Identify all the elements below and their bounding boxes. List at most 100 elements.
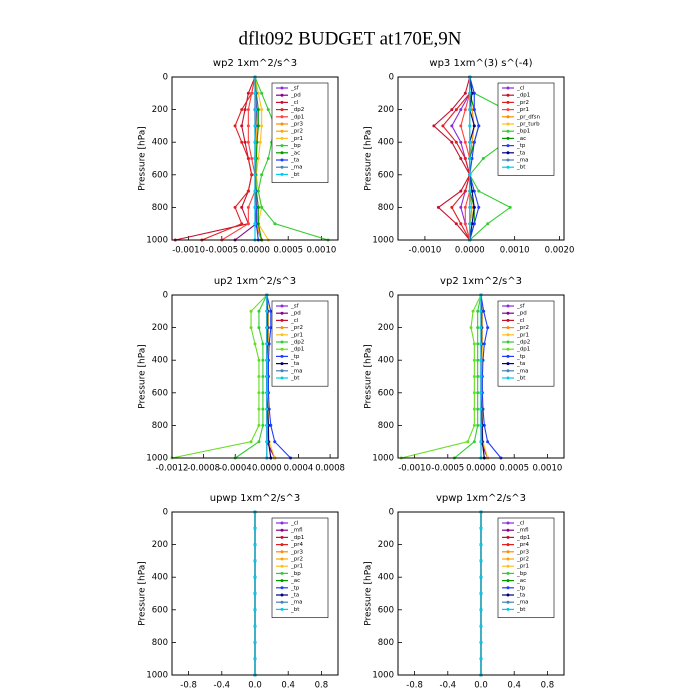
y-tick-label: 0 — [389, 73, 394, 83]
series-marker — [266, 157, 270, 160]
series-marker — [246, 124, 250, 128]
legend-label: _ma — [516, 368, 528, 374]
legend-marker — [506, 318, 510, 322]
legend-marker — [280, 593, 284, 597]
legend-label: _ma — [290, 368, 302, 374]
y-tick-label: 800 — [152, 421, 168, 431]
legend-label: _cl — [516, 86, 525, 92]
series-marker — [472, 407, 476, 411]
legend-marker — [280, 115, 284, 119]
series-marker — [436, 205, 440, 209]
series-marker — [260, 205, 264, 209]
series-marker — [246, 189, 250, 193]
panel-title: vp2 1xm^2/s^3 — [440, 276, 522, 287]
legend-marker — [280, 86, 284, 90]
series-marker — [254, 108, 258, 112]
legend-marker — [280, 607, 284, 611]
series-marker — [257, 407, 261, 411]
panel: vpwp 1xm^2/s^3 Pressure [hPa] 0 200 400 600 80… — [364, 493, 565, 691]
series-marker — [486, 222, 490, 226]
legend-label: _tp — [290, 354, 300, 360]
series-marker — [468, 124, 472, 128]
y-tick-label: 400 — [152, 138, 168, 148]
series-marker — [471, 309, 475, 313]
panel-title: upwp 1xm^2/s^3 — [210, 493, 300, 504]
legend-marker — [280, 340, 284, 344]
series-marker — [479, 657, 483, 661]
series-marker — [472, 342, 476, 346]
legend-label: _pr2 — [516, 100, 529, 106]
series-marker — [472, 358, 476, 362]
y-tick-label: 1000 — [146, 671, 168, 681]
panel: wp3 1xm^(3) s^(-4) Pressure [hPa] 0 200 400 6… — [364, 58, 575, 256]
legend-marker — [506, 550, 510, 554]
series-marker — [459, 222, 463, 226]
legend-label: _pr2 — [290, 129, 303, 135]
legend-marker — [280, 543, 284, 547]
y-tick-label: 800 — [378, 421, 394, 431]
legend-marker — [280, 579, 284, 583]
legend-label: _dp1 — [516, 93, 530, 99]
legend-label: _pr4 — [290, 542, 304, 548]
y-tick-label: 200 — [152, 323, 168, 333]
panel-title: up2 1xm^2/s^3 — [214, 276, 296, 287]
legend-marker — [506, 571, 510, 575]
y-axis-label: Pressure [hPa] — [138, 126, 148, 191]
series-marker — [476, 375, 480, 378]
series-marker — [468, 205, 472, 209]
series-marker — [450, 124, 454, 128]
legend-marker — [506, 86, 510, 90]
series-marker — [250, 173, 254, 177]
series-marker — [249, 326, 253, 330]
legend-marker — [280, 571, 284, 575]
legend-marker — [280, 129, 284, 133]
series-marker — [479, 640, 483, 644]
series-marker — [250, 157, 254, 160]
y-tick-label: 1000 — [372, 671, 394, 681]
series-marker — [441, 124, 445, 128]
y-tick-label: 600 — [378, 170, 394, 180]
x-tick-label: -0.0005 — [431, 464, 464, 474]
plot-frame — [171, 511, 339, 676]
legend-label: _sf — [290, 304, 300, 310]
plot-frame — [397, 294, 565, 459]
series-marker — [246, 222, 250, 226]
legend-label: _pr2 — [516, 557, 529, 563]
legend-marker — [506, 311, 510, 315]
series-marker — [479, 309, 483, 313]
series-marker — [240, 205, 244, 209]
series-marker — [477, 205, 481, 209]
legend-marker — [506, 100, 510, 104]
series-marker — [472, 391, 476, 395]
series-marker — [459, 189, 463, 193]
series-marker — [432, 124, 436, 128]
series-marker — [253, 222, 257, 226]
series-marker — [463, 140, 467, 144]
panel: vp2 1xm^2/s^3 Pressure [hPa] 0 200 400 600 800… — [364, 276, 565, 474]
x-tick-label: 0.4 — [281, 681, 295, 691]
y-tick-label: 400 — [378, 356, 394, 366]
x-tick-label: 0.0020 — [545, 246, 575, 256]
y-tick-label: 200 — [152, 105, 168, 115]
y-tick-label: 400 — [378, 138, 394, 148]
series-marker — [265, 440, 269, 444]
legend-label: _ta — [290, 361, 299, 367]
legend-marker — [506, 362, 510, 366]
series-marker — [454, 222, 458, 226]
legend-label: _pr3 — [516, 549, 530, 555]
series-marker — [470, 140, 474, 144]
y-tick-label: 800 — [378, 203, 394, 213]
series-marker — [240, 108, 244, 112]
series-marker — [459, 124, 463, 128]
series-marker — [476, 326, 480, 330]
series-marker — [257, 423, 261, 427]
series-marker — [240, 124, 244, 128]
series-marker — [468, 140, 472, 144]
legend-label: _dp1 — [516, 535, 530, 541]
legend-label: _bp — [516, 571, 527, 577]
series-marker — [479, 375, 483, 378]
panel-title: wp2 1xm^2/s^3 — [213, 58, 297, 69]
series-marker — [249, 309, 253, 313]
legend-marker — [506, 535, 510, 539]
